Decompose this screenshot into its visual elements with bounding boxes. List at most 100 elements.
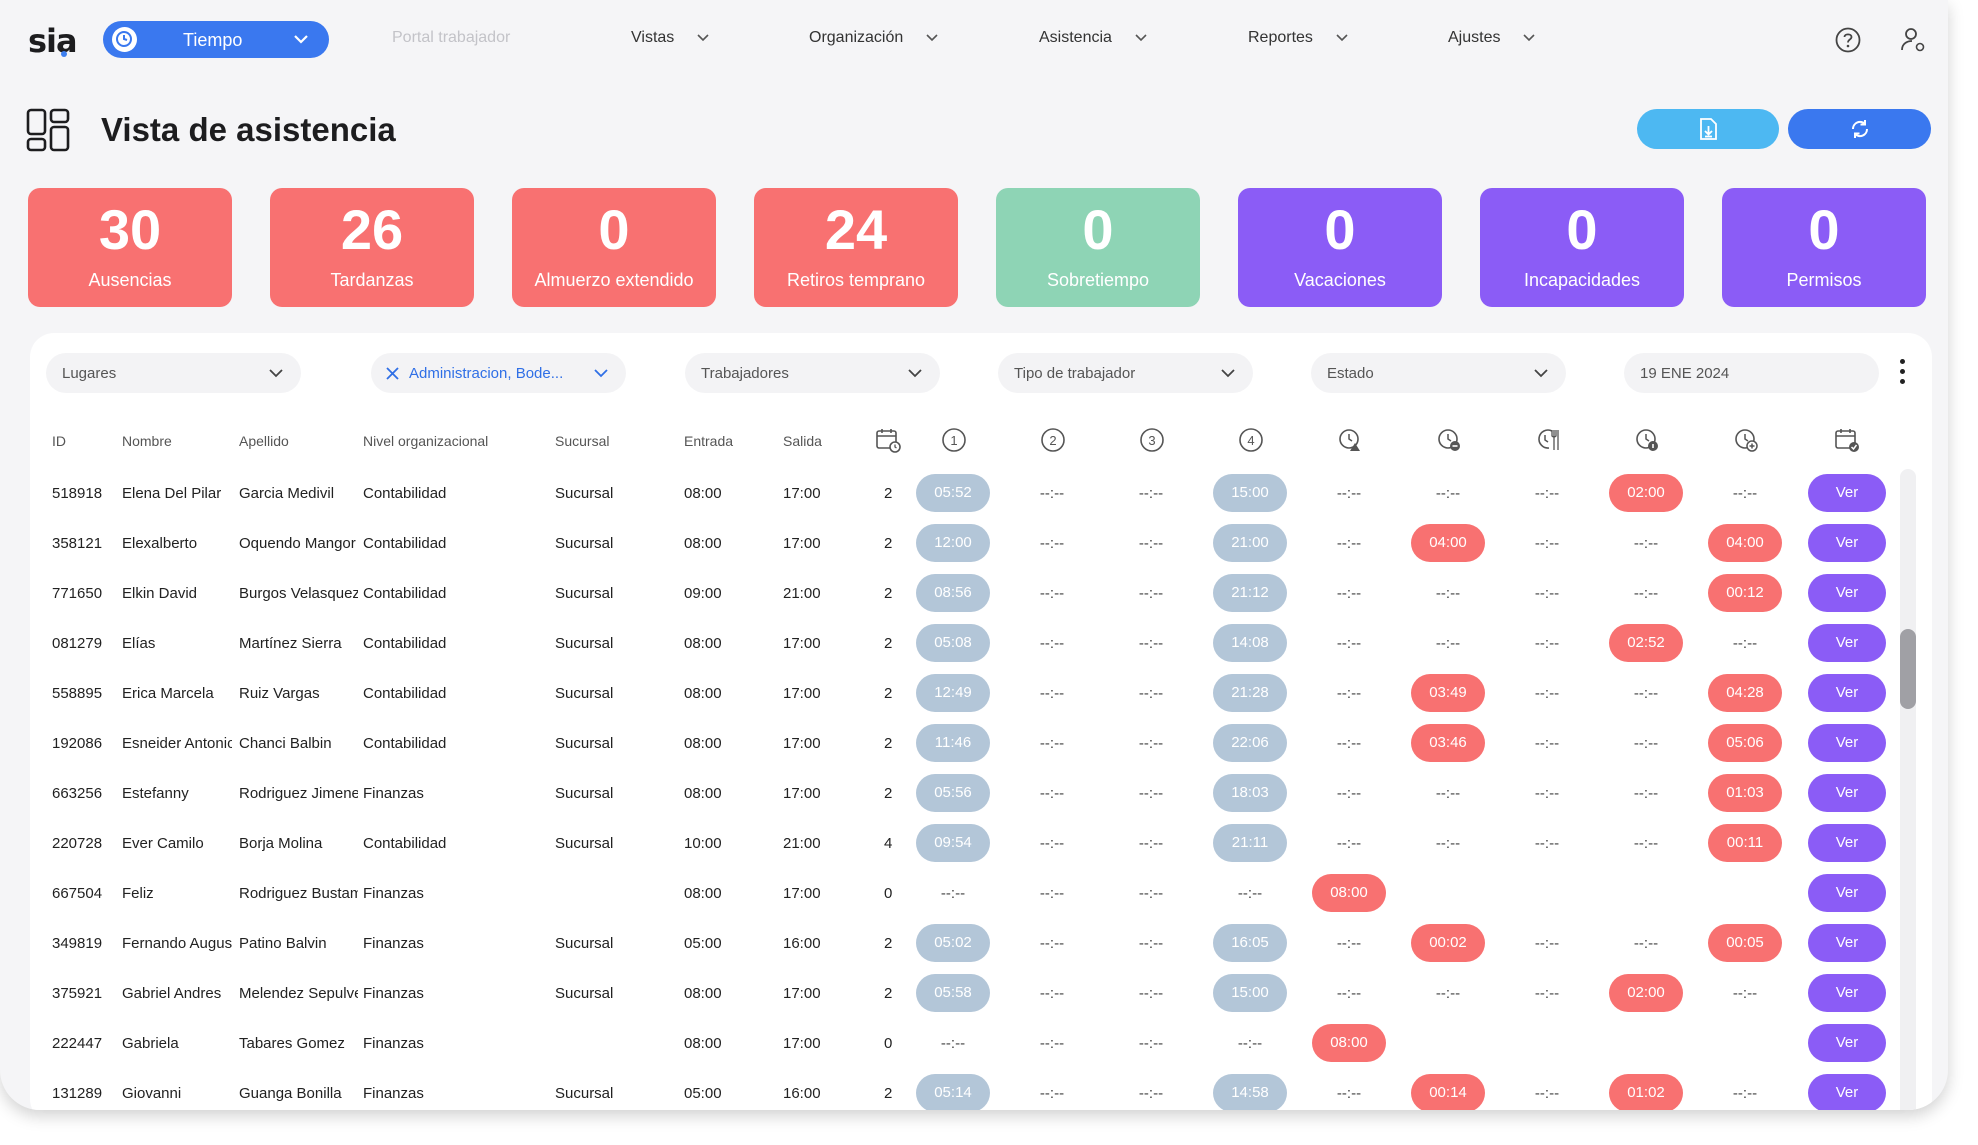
mark-1-time-badge: 12:00	[916, 524, 990, 562]
col-header-salida[interactable]: Salida	[783, 433, 822, 449]
help-icon[interactable]	[1835, 27, 1861, 53]
filter-trabajadores[interactable]: Trabajadores	[685, 353, 940, 393]
nav-organizacion[interactable]: Organización	[809, 29, 939, 47]
sobretiempo-empty: --:--	[1732, 1085, 1758, 1102]
stat-card-incapacidades[interactable]: 0 Incapacidades	[1480, 188, 1684, 307]
table-row[interactable]: 518918 Elena Del Pilar Garcia Medivil Conta…	[30, 469, 1890, 519]
cell-nivel: Finanzas	[363, 1085, 424, 1102]
brand-logo-dot	[61, 51, 67, 57]
filter-estado[interactable]: Estado	[1311, 353, 1566, 393]
mark-4-time-badge: 14:08	[1213, 624, 1287, 662]
table-row[interactable]: 375921 Gabriel Andres Melendez Sepulveda Fi…	[30, 969, 1890, 1019]
mark-1-time-badge: 05:14	[916, 1074, 990, 1110]
col-header-sucursal[interactable]: Sucursal	[555, 433, 610, 449]
table-row[interactable]: 081279 Elías Martínez Sierra Contabilidad Su…	[30, 619, 1890, 669]
col-header-apellido[interactable]: Apellido	[239, 433, 289, 449]
mark-3-icon: 3	[1140, 428, 1164, 452]
ver-button[interactable]: Ver	[1808, 874, 1886, 912]
stat-label: Permisos	[1786, 270, 1862, 290]
cell-apellido: Oquendo Mangor	[239, 535, 356, 552]
tardanza-empty: --:--	[1435, 785, 1461, 802]
cell-entrada: 08:00	[684, 535, 722, 552]
table-row[interactable]: 667504 Feliz Rodriguez Bustamante Finanzas 0…	[30, 869, 1890, 919]
mark-4-time-badge: 15:00	[1213, 474, 1287, 512]
ver-button[interactable]: Ver	[1808, 824, 1886, 862]
col-header-id[interactable]: ID	[52, 433, 66, 449]
stat-card-permisos[interactable]: 0 Permisos	[1722, 188, 1926, 307]
nav-asistencia[interactable]: Asistencia	[1039, 29, 1148, 47]
clear-x-icon[interactable]	[385, 366, 400, 381]
more-options-icon[interactable]	[1900, 359, 1906, 387]
ver-button[interactable]: Ver	[1808, 474, 1886, 512]
table-row[interactable]: 131289 Giovanni Guanga Bonilla Finanzas Sucu…	[30, 1069, 1890, 1110]
download-button[interactable]	[1637, 109, 1779, 149]
table-row[interactable]: 358121 Elexalberto Oquendo Mangor Contabili…	[30, 519, 1890, 569]
cell-apellido: Rodriguez Jimenez	[239, 785, 358, 802]
ver-button[interactable]: Ver	[1808, 674, 1886, 712]
cell-marks-count: 0	[884, 885, 893, 902]
scrollbar-thumb[interactable]	[1900, 629, 1916, 709]
mark-4-time-badge: 14:58	[1213, 1074, 1287, 1110]
refresh-button[interactable]	[1788, 109, 1931, 149]
nav-ajustes[interactable]: Ajustes	[1448, 29, 1536, 47]
tardanza-empty: --:--	[1435, 485, 1461, 502]
ver-button[interactable]: Ver	[1808, 574, 1886, 612]
nav-vistas[interactable]: Vistas	[631, 29, 710, 47]
stat-label: Almuerzo extendido	[534, 270, 694, 290]
module-selector-button[interactable]: Tiempo	[103, 21, 329, 58]
cell-apellido: Ruiz Vargas	[239, 685, 320, 702]
nav-portal-label: Portal trabajador	[392, 29, 511, 46]
ausencia-empty: --:--	[1336, 935, 1362, 952]
filter-lugares[interactable]: Lugares	[46, 353, 301, 393]
stat-card-ausencias[interactable]: 30 Ausencias	[28, 188, 232, 307]
ver-button[interactable]: Ver	[1808, 974, 1886, 1012]
stat-label: Tardanzas	[330, 270, 414, 290]
ver-button[interactable]: Ver	[1808, 1024, 1886, 1062]
ausencia-empty: --:--	[1336, 485, 1362, 502]
ausencia-empty: --:--	[1336, 585, 1362, 602]
mark-1-label: 1	[950, 433, 957, 448]
stat-card-tardanzas[interactable]: 26 Tardanzas	[270, 188, 474, 307]
ver-button[interactable]: Ver	[1808, 724, 1886, 762]
table-row[interactable]: 663256 Estefanny Rodriguez Jimenez Finanzas…	[30, 769, 1890, 819]
ver-button[interactable]: Ver	[1808, 774, 1886, 812]
nav-portal-trabajador[interactable]: Portal trabajador	[392, 29, 510, 47]
ver-button[interactable]: Ver	[1808, 1074, 1886, 1110]
ver-button[interactable]: Ver	[1808, 624, 1886, 662]
mark-3-empty: --:--	[1138, 685, 1164, 702]
cell-marks-count: 2	[884, 585, 893, 602]
table-row[interactable]: 222447 Gabriela Tabares Gomez Finanzas 08:00…	[30, 1019, 1890, 1069]
cell-apellido: Chanci Balbin	[239, 735, 332, 752]
col-header-nivel[interactable]: Nivel organizacional	[363, 433, 489, 449]
nav-reportes[interactable]: Reportes	[1248, 29, 1349, 47]
table-row[interactable]: 771650 Elkin David Burgos Velasquez Contabi…	[30, 569, 1890, 619]
table-row[interactable]: 558895 Erica Marcela Ruiz Vargas Contabilid…	[30, 669, 1890, 719]
cell-sucursal: Sucursal	[555, 485, 614, 502]
cell-entrada: 08:00	[684, 785, 722, 802]
scrollbar-track[interactable]	[1900, 469, 1916, 1110]
col-header-nombre[interactable]: Nombre	[122, 433, 172, 449]
filter-area[interactable]: Administracion, Bode...	[371, 353, 626, 393]
cell-salida: 17:00	[783, 635, 821, 652]
filter-tipo-trabajador[interactable]: Tipo de trabajador	[998, 353, 1253, 393]
chevron-down-icon	[926, 34, 938, 42]
user-settings-icon[interactable]	[1899, 26, 1927, 54]
table-row[interactable]: 192086 Esneider Antonio Chanci Balbin Conta…	[30, 719, 1890, 769]
ver-button[interactable]: Ver	[1808, 524, 1886, 562]
col-header-entrada[interactable]: Entrada	[684, 433, 734, 449]
refresh-icon	[1851, 120, 1868, 138]
mark-1-time-badge: 05:56	[916, 774, 990, 812]
table-row[interactable]: 349819 Fernando Augusto Patino Balvin Finan…	[30, 919, 1890, 969]
stat-card-almuerzo-extendido[interactable]: 0 Almuerzo extendido	[512, 188, 716, 307]
table-row[interactable]: 220728 Ever Camilo Borja Molina Contabilida…	[30, 819, 1890, 869]
filter-fecha[interactable]: 19 ENE 2024	[1624, 353, 1879, 393]
mark-1-time-badge: 11:46	[916, 724, 990, 762]
stat-card-retiros-temprano[interactable]: 24 Retiros temprano	[754, 188, 958, 307]
mark-4-time-badge: 16:05	[1213, 924, 1287, 962]
cell-salida: 17:00	[783, 735, 821, 752]
stat-card-vacaciones[interactable]: 0 Vacaciones	[1238, 188, 1442, 307]
cell-id: 663256	[52, 785, 103, 802]
ver-button[interactable]: Ver	[1808, 924, 1886, 962]
brand-logo[interactable]: sia	[28, 22, 78, 60]
stat-card-sobretiempo[interactable]: 0 Sobretiempo	[996, 188, 1200, 307]
